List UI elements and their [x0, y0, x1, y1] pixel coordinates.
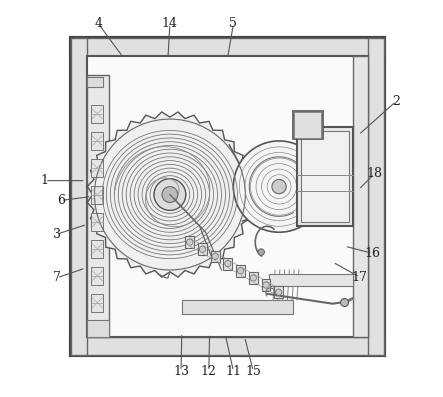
Circle shape	[187, 239, 193, 245]
Text: 12: 12	[201, 365, 217, 378]
Circle shape	[276, 289, 282, 295]
Circle shape	[258, 249, 264, 255]
Bar	[297, 127, 353, 226]
Bar	[70, 38, 87, 355]
Bar	[223, 258, 232, 270]
Bar	[70, 38, 384, 355]
Text: 11: 11	[225, 365, 241, 378]
Bar	[185, 236, 194, 248]
Bar	[87, 75, 109, 337]
Text: 13: 13	[173, 365, 189, 378]
Text: 18: 18	[366, 168, 382, 180]
Circle shape	[154, 179, 186, 210]
Bar	[91, 105, 103, 123]
Text: 1: 1	[41, 174, 49, 187]
Bar	[91, 240, 103, 258]
Bar	[91, 159, 103, 177]
Bar	[91, 186, 103, 204]
Bar	[87, 77, 103, 87]
Circle shape	[162, 187, 178, 202]
Bar	[353, 56, 368, 337]
Circle shape	[225, 260, 231, 267]
Text: 3: 3	[53, 228, 61, 241]
Circle shape	[341, 299, 349, 306]
Bar	[70, 38, 384, 56]
Text: 15: 15	[245, 365, 261, 378]
Bar	[368, 38, 384, 355]
Circle shape	[263, 282, 269, 288]
Bar	[70, 337, 384, 355]
Polygon shape	[87, 112, 253, 277]
Bar	[91, 294, 103, 312]
Bar	[198, 243, 207, 255]
Bar	[274, 286, 283, 298]
Circle shape	[250, 275, 256, 281]
Text: 16: 16	[364, 247, 381, 260]
Bar	[236, 265, 245, 277]
Circle shape	[233, 141, 325, 232]
Bar	[249, 272, 258, 284]
Bar	[293, 111, 323, 139]
Text: 4: 4	[94, 17, 102, 30]
Bar	[87, 56, 368, 337]
Bar	[269, 274, 353, 286]
Bar	[91, 213, 103, 231]
Circle shape	[212, 253, 218, 260]
Bar	[301, 131, 349, 222]
Bar	[91, 267, 103, 285]
Bar	[262, 279, 270, 291]
Bar	[294, 112, 321, 138]
Bar	[182, 300, 293, 314]
Circle shape	[237, 268, 244, 274]
Text: 14: 14	[162, 17, 178, 30]
Text: 5: 5	[229, 17, 237, 30]
Text: 2: 2	[392, 95, 400, 108]
Bar	[211, 251, 220, 262]
Bar	[91, 132, 103, 150]
Text: 17: 17	[352, 271, 368, 283]
Circle shape	[272, 179, 286, 194]
Text: 7: 7	[53, 272, 61, 284]
Text: 6: 6	[57, 194, 65, 207]
Bar	[87, 320, 109, 337]
Circle shape	[199, 246, 206, 252]
